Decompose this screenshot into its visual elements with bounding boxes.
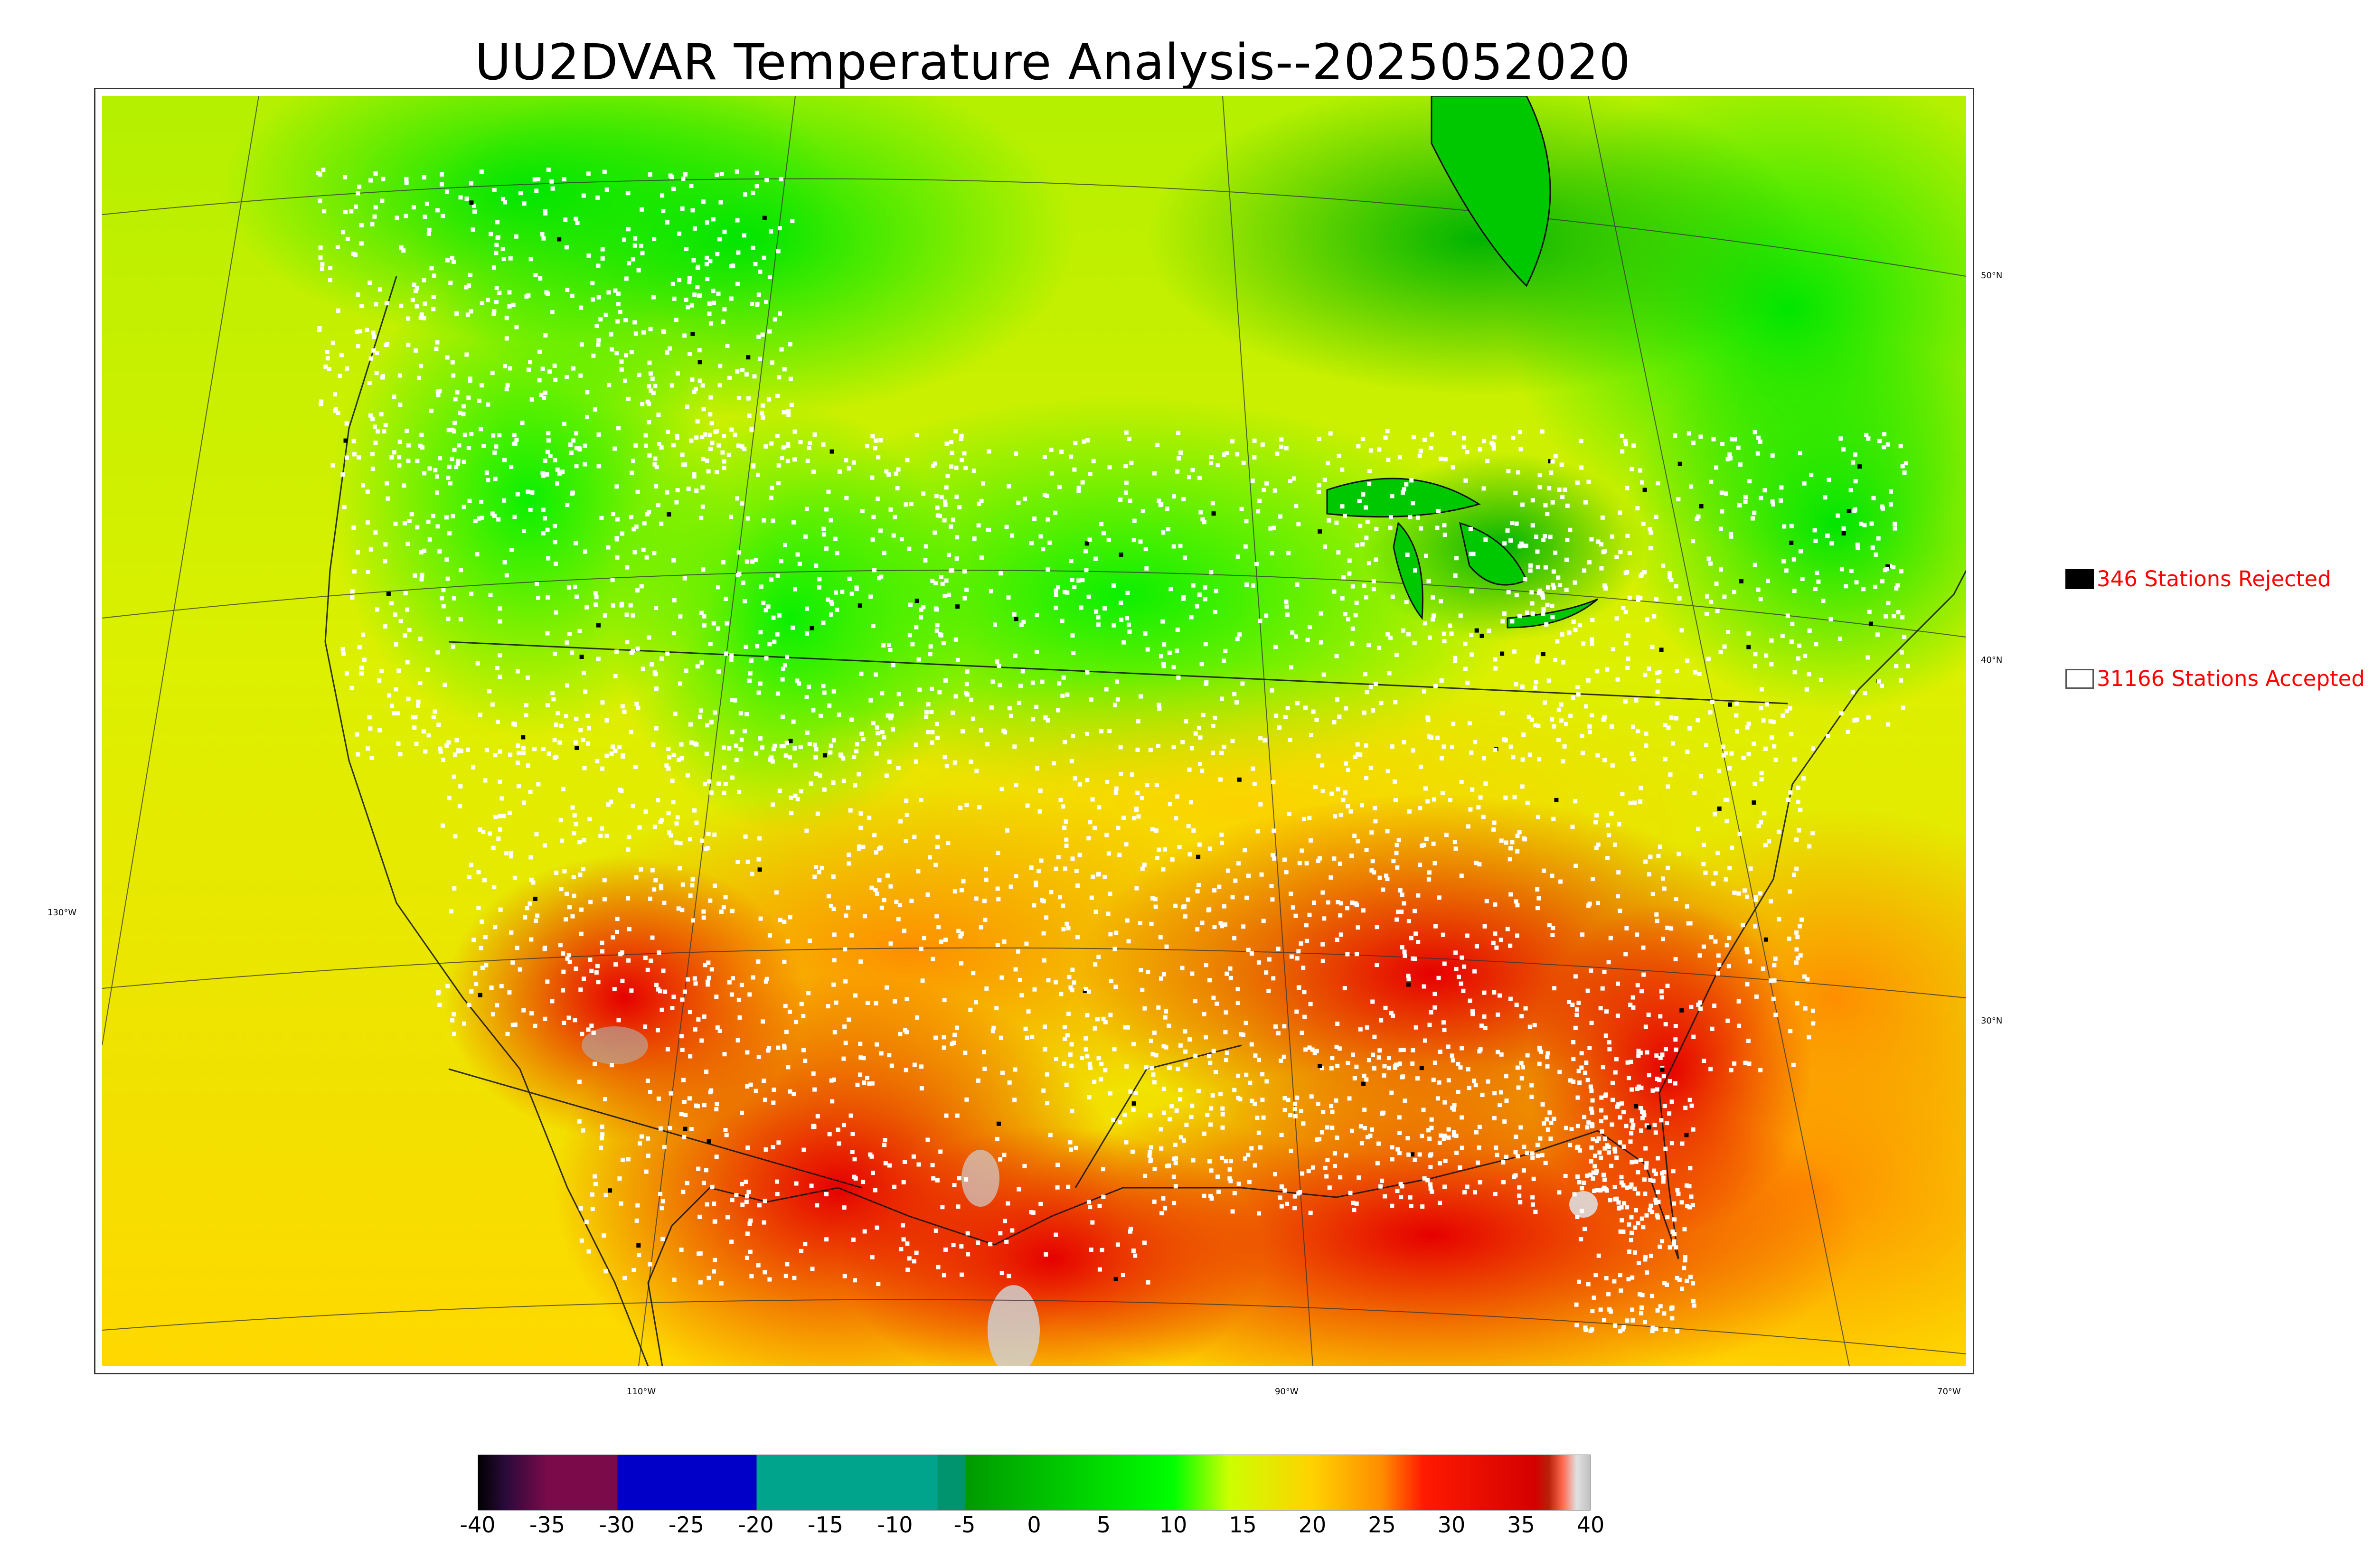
colorbar-tick-label: -25 xyxy=(668,1512,705,1538)
colorbar-tick-label: 25 xyxy=(1368,1512,1396,1538)
lon-label-90w: 90°W xyxy=(1275,1387,1299,1397)
rejected-swatch xyxy=(2065,569,2094,589)
colorbar-tick-label: 15 xyxy=(1229,1512,1257,1538)
colorbar-tick-label: -35 xyxy=(529,1512,565,1538)
legend-rejected: 346 Stations Rejected xyxy=(2065,566,2331,592)
colorbar-tick-label: 0 xyxy=(1027,1512,1041,1538)
station-markers xyxy=(316,168,1910,1333)
temperature-map[interactable] xyxy=(94,88,1974,1374)
colorbar-tick-label: -20 xyxy=(738,1512,774,1538)
colorbar-tick-label: 35 xyxy=(1507,1512,1535,1538)
colorbar-tick-label: -5 xyxy=(953,1512,976,1538)
colorbar-tick-label: -30 xyxy=(599,1512,635,1538)
colorbar-tick-label: 5 xyxy=(1096,1512,1111,1538)
colorbar-tick-label: -15 xyxy=(807,1512,844,1538)
temperature-field xyxy=(102,96,1966,1366)
lon-label-70w: 70°W xyxy=(1937,1387,1961,1397)
colorbar xyxy=(478,1455,1591,1511)
accepted-swatch xyxy=(2065,668,2094,689)
accepted-label: 31166 Stations Accepted xyxy=(2097,666,2365,691)
colorbar-tick-label: 30 xyxy=(1437,1512,1466,1538)
colorbar-tick-label: 20 xyxy=(1298,1512,1327,1538)
rejected-label: 346 Stations Rejected xyxy=(2097,566,2331,592)
lat-label-40n: 40°N xyxy=(1981,655,2003,665)
colorbar-tick-label: -10 xyxy=(877,1512,913,1538)
lon-label-130w: 130°W xyxy=(47,908,77,918)
colorbar-tick-label: 40 xyxy=(1576,1512,1605,1538)
page-title: UU2DVAR Temperature Analysis--2025052020 xyxy=(475,33,1631,91)
legend-accepted: 31166 Stations Accepted xyxy=(2065,666,2365,691)
colorbar-tick-label: 10 xyxy=(1159,1512,1187,1538)
lon-label-110w: 110°W xyxy=(627,1387,656,1397)
lat-label-50n: 50°N xyxy=(1981,271,2003,281)
lat-label-30n: 30°N xyxy=(1981,1016,2003,1026)
colorbar-tick-label: -40 xyxy=(460,1512,496,1538)
